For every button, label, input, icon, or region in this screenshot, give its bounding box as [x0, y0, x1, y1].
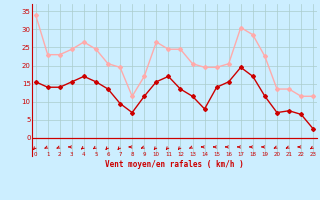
X-axis label: Vent moyen/en rafales ( km/h ): Vent moyen/en rafales ( km/h )	[105, 160, 244, 169]
